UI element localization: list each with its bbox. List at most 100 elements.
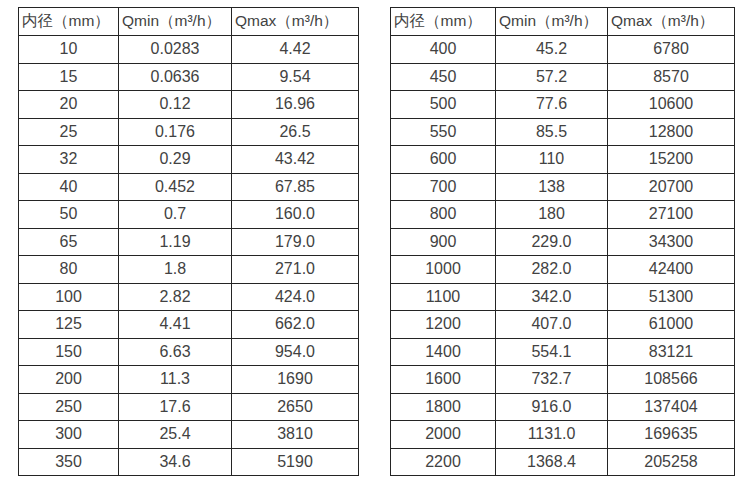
table-row: 30025.43810 bbox=[19, 421, 359, 449]
table-cell: 16.96 bbox=[232, 91, 359, 119]
table-cell: 61000 bbox=[608, 311, 735, 339]
table-cell: 550 bbox=[391, 118, 496, 146]
table-cell: 2650 bbox=[232, 393, 359, 421]
column-header: 内径（mm） bbox=[19, 8, 119, 36]
table-cell: 205258 bbox=[608, 448, 735, 476]
table-row: 1600732.7108566 bbox=[391, 366, 735, 394]
table-cell: 80 bbox=[19, 256, 119, 284]
table-row: 45057.28570 bbox=[391, 63, 735, 91]
table-row: 100.02834.42 bbox=[19, 36, 359, 64]
table-cell: 138 bbox=[496, 173, 608, 201]
table-row: 200.1216.96 bbox=[19, 91, 359, 119]
table-cell: 350 bbox=[19, 448, 119, 476]
table-cell: 67.85 bbox=[232, 173, 359, 201]
table-cell: 5190 bbox=[232, 448, 359, 476]
table-row: 250.17626.5 bbox=[19, 118, 359, 146]
table-cell: 108566 bbox=[608, 366, 735, 394]
table-cell: 42400 bbox=[608, 256, 735, 284]
table-cell: 25 bbox=[19, 118, 119, 146]
table-cell: 407.0 bbox=[496, 311, 608, 339]
table-cell: 271.0 bbox=[232, 256, 359, 284]
table-cell: 6780 bbox=[608, 36, 735, 64]
table-cell: 180 bbox=[496, 201, 608, 229]
table-row: 22001368.4205258 bbox=[391, 448, 735, 476]
table-cell: 27100 bbox=[608, 201, 735, 229]
table-cell: 20 bbox=[19, 91, 119, 119]
table-cell: 20700 bbox=[608, 173, 735, 201]
table-cell: 450 bbox=[391, 63, 496, 91]
table-cell: 169635 bbox=[608, 421, 735, 449]
table-cell: 150 bbox=[19, 338, 119, 366]
table-cell: 43.42 bbox=[232, 146, 359, 174]
table-cell: 1368.4 bbox=[496, 448, 608, 476]
table-cell: 85.5 bbox=[496, 118, 608, 146]
table-cell: 4.42 bbox=[232, 36, 359, 64]
table-cell: 600 bbox=[391, 146, 496, 174]
header-row: 内径（mm）Qmin（m³/h）Qmax（m³/h） bbox=[391, 8, 735, 36]
table-row: 25017.62650 bbox=[19, 393, 359, 421]
table-cell: 3810 bbox=[232, 421, 359, 449]
table-cell: 45.2 bbox=[496, 36, 608, 64]
column-header: Qmax（m³/h） bbox=[232, 8, 359, 36]
table-cell: 34.6 bbox=[119, 448, 232, 476]
table-row: 55085.512800 bbox=[391, 118, 735, 146]
table-cell: 32 bbox=[19, 146, 119, 174]
table-cell: 0.0636 bbox=[119, 63, 232, 91]
table-cell: 200 bbox=[19, 366, 119, 394]
table-row: 900229.034300 bbox=[391, 228, 735, 256]
table-cell: 15 bbox=[19, 63, 119, 91]
table-cell: 83121 bbox=[608, 338, 735, 366]
table-cell: 17.6 bbox=[119, 393, 232, 421]
table-cell: 40 bbox=[19, 173, 119, 201]
table-cell: 137404 bbox=[608, 393, 735, 421]
table-row: 1100342.051300 bbox=[391, 283, 735, 311]
table-cell: 282.0 bbox=[496, 256, 608, 284]
table-row: 1506.63954.0 bbox=[19, 338, 359, 366]
table-cell: 125 bbox=[19, 311, 119, 339]
table-cell: 34300 bbox=[608, 228, 735, 256]
table-row: 150.06369.54 bbox=[19, 63, 359, 91]
table-cell: 1800 bbox=[391, 393, 496, 421]
table-row: 70013820700 bbox=[391, 173, 735, 201]
table-cell: 342.0 bbox=[496, 283, 608, 311]
table-row: 20001131.0169635 bbox=[391, 421, 735, 449]
table-row: 500.7160.0 bbox=[19, 201, 359, 229]
column-header: Qmin（m³/h） bbox=[119, 8, 232, 36]
table-cell: 0.0283 bbox=[119, 36, 232, 64]
table-cell: 2.82 bbox=[119, 283, 232, 311]
table-cell: 2200 bbox=[391, 448, 496, 476]
table-cell: 1000 bbox=[391, 256, 496, 284]
table-cell: 0.7 bbox=[119, 201, 232, 229]
table-row: 1800916.0137404 bbox=[391, 393, 735, 421]
table-cell: 1400 bbox=[391, 338, 496, 366]
table-cell: 800 bbox=[391, 201, 496, 229]
table-row: 1200407.061000 bbox=[391, 311, 735, 339]
table-row: 320.2943.42 bbox=[19, 146, 359, 174]
table-row: 80018027100 bbox=[391, 201, 735, 229]
table-cell: 954.0 bbox=[232, 338, 359, 366]
table-cell: 6.63 bbox=[119, 338, 232, 366]
table-cell: 1100 bbox=[391, 283, 496, 311]
table-cell: 77.6 bbox=[496, 91, 608, 119]
table-cell: 179.0 bbox=[232, 228, 359, 256]
table-cell: 51300 bbox=[608, 283, 735, 311]
page-background: 内径（mm）Qmin（m³/h）Qmax（m³/h）100.02834.4215… bbox=[0, 0, 750, 483]
table-cell: 100 bbox=[19, 283, 119, 311]
table-cell: 662.0 bbox=[232, 311, 359, 339]
table-cell: 1200 bbox=[391, 311, 496, 339]
table-cell: 1690 bbox=[232, 366, 359, 394]
table-cell: 1.19 bbox=[119, 228, 232, 256]
table-cell: 160.0 bbox=[232, 201, 359, 229]
table-row: 1400554.183121 bbox=[391, 338, 735, 366]
table-cell: 500 bbox=[391, 91, 496, 119]
header-row: 内径（mm）Qmin（m³/h）Qmax（m³/h） bbox=[19, 8, 359, 36]
table-row: 20011.31690 bbox=[19, 366, 359, 394]
table-cell: 0.12 bbox=[119, 91, 232, 119]
flow-rate-table-small-diameters: 内径（mm）Qmin（m³/h）Qmax（m³/h）100.02834.4215… bbox=[18, 7, 359, 476]
table-cell: 4.41 bbox=[119, 311, 232, 339]
table-cell: 26.5 bbox=[232, 118, 359, 146]
table-row: 1002.82424.0 bbox=[19, 283, 359, 311]
column-header: 内径（mm） bbox=[391, 8, 496, 36]
table-cell: 0.29 bbox=[119, 146, 232, 174]
table-cell: 25.4 bbox=[119, 421, 232, 449]
